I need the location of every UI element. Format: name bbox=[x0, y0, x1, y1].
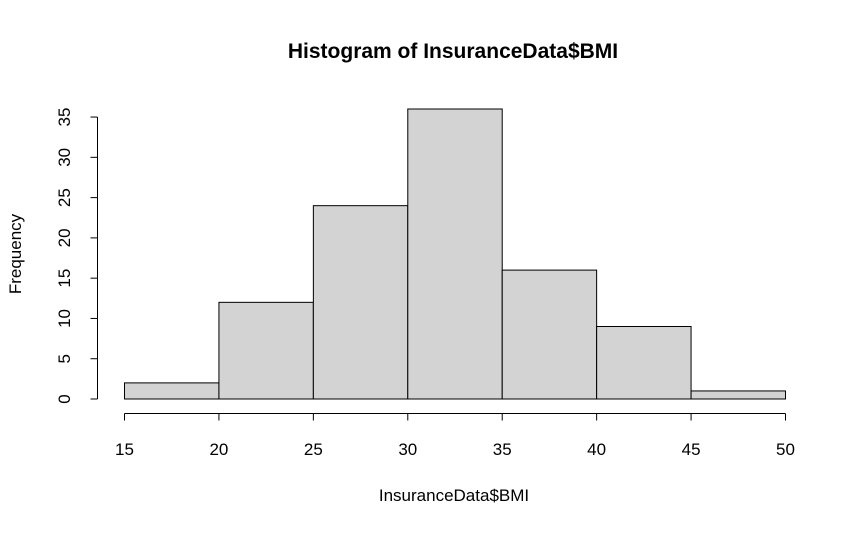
histogram-bar bbox=[218, 301, 314, 400]
x-axis: 15 20 25 30 35 40 45 50 bbox=[115, 413, 795, 459]
x-tick-label: 15 bbox=[115, 440, 134, 459]
y-tick-label: 25 bbox=[55, 188, 74, 207]
bars-group bbox=[124, 108, 786, 400]
histogram-bar bbox=[690, 390, 786, 400]
histogram-bar bbox=[312, 205, 409, 400]
y-tick-label: 30 bbox=[55, 148, 74, 167]
y-axis-label: Frequency bbox=[6, 213, 25, 294]
y-tick-label: 15 bbox=[55, 269, 74, 288]
histogram-bar bbox=[501, 269, 598, 400]
x-tick-label: 45 bbox=[682, 440, 701, 459]
y-tick-label: 5 bbox=[55, 354, 74, 363]
y-tick-label: 20 bbox=[55, 228, 74, 247]
chart-title: Histogram of InsuranceData$BMI bbox=[288, 40, 618, 63]
x-tick-label: 25 bbox=[304, 440, 323, 459]
histogram-bar bbox=[596, 326, 692, 400]
x-tick-label: 35 bbox=[493, 440, 512, 459]
x-axis-label: InsuranceData$BMI bbox=[379, 486, 529, 505]
y-tick-label: 35 bbox=[55, 108, 74, 127]
y-tick-label: 10 bbox=[55, 309, 74, 328]
y-tick-label: 0 bbox=[55, 394, 74, 403]
x-tick-label: 20 bbox=[209, 440, 228, 459]
y-axis: 0 5 10 15 20 25 30 35 bbox=[55, 108, 98, 404]
x-tick-label: 30 bbox=[398, 440, 417, 459]
x-tick-label: 40 bbox=[587, 440, 606, 459]
histogram-bar bbox=[124, 382, 220, 400]
x-tick-label: 50 bbox=[776, 440, 795, 459]
histogram-bar bbox=[407, 108, 503, 400]
